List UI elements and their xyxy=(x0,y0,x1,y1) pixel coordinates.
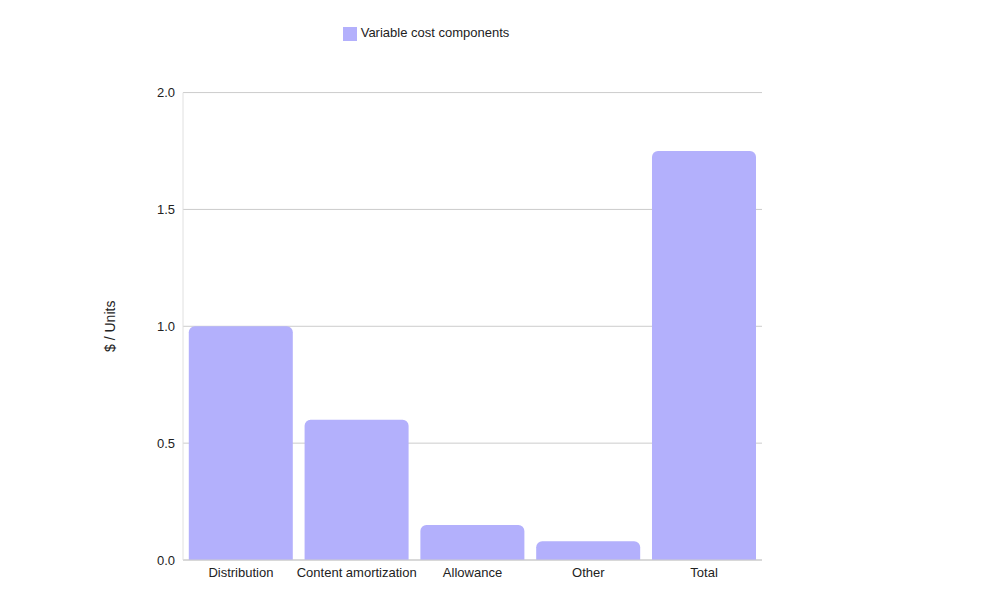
svg-text:Distribution: Distribution xyxy=(208,565,273,580)
html-text:Variable cost components: Variable cost components xyxy=(360,25,510,40)
svg-text:2.0: 2.0 xyxy=(157,85,175,100)
svg-text:0.5: 0.5 xyxy=(157,436,175,451)
svg-text:0.0: 0.0 xyxy=(157,553,175,568)
svg-text:Allowance: Allowance xyxy=(443,565,502,580)
svg-text:$ / Units: $ / Units xyxy=(102,301,118,352)
svg-text:Other: Other xyxy=(572,565,605,580)
svg-text:Content amortization: Content amortization xyxy=(297,565,417,580)
svg-text:Total: Total xyxy=(690,565,718,580)
svg-text:1.0: 1.0 xyxy=(157,319,175,334)
svg-text:1.5: 1.5 xyxy=(157,202,175,217)
